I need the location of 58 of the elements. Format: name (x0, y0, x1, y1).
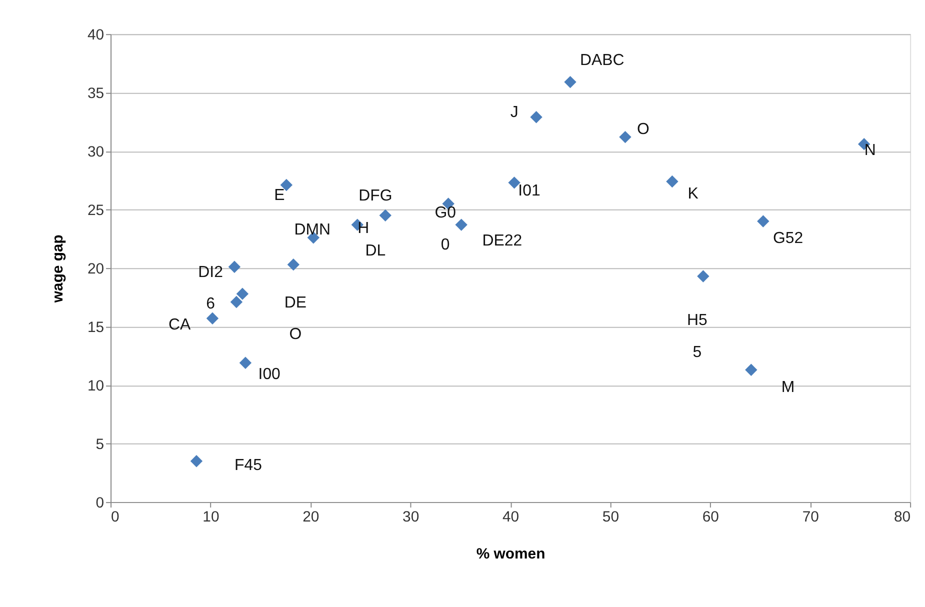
annotation: I00 (258, 366, 281, 383)
annotation: I01 (518, 182, 540, 200)
x-tick-label: 80 (894, 508, 911, 526)
y-tick-label: 20 (87, 260, 104, 278)
point (236, 288, 249, 300)
y-axis-title: wage gap (50, 234, 67, 304)
annotation: DE22 (482, 232, 522, 250)
y-tick-label: 15 (87, 319, 104, 336)
point (190, 455, 203, 468)
annotation: G52 (772, 230, 804, 248)
annotation: DFG (358, 187, 392, 204)
point (619, 130, 632, 144)
x-axis-title: % women (476, 545, 546, 562)
y-tick-label: 30 (87, 144, 104, 161)
point (745, 364, 758, 376)
point (666, 175, 678, 188)
y-tick-label: 5 (96, 436, 104, 454)
point (228, 260, 241, 274)
annotation: DMN (294, 222, 331, 239)
point (697, 270, 710, 282)
point (206, 312, 219, 324)
annotation: DL (365, 242, 386, 260)
x-tick-label: 60 (702, 508, 719, 526)
annotation: DI2 6 (198, 264, 224, 313)
point (239, 356, 252, 369)
annotation: O (636, 121, 650, 138)
y-tick-label: 35 (87, 85, 104, 102)
annotation: K (688, 185, 699, 202)
annotation: F45 (234, 457, 262, 474)
x-tick-label: 30 (402, 508, 420, 526)
point (564, 76, 576, 88)
y-tick-label: 40 (87, 26, 104, 44)
y-tick-label: 25 (87, 202, 104, 220)
point (508, 176, 520, 189)
annotation: M (781, 378, 795, 396)
annotation: G0 0 (434, 204, 456, 254)
annotation: DE O (284, 294, 306, 344)
x-tick-label: 20 (302, 508, 320, 526)
point (230, 296, 243, 308)
x-tick-label: 50 (602, 508, 620, 526)
point (379, 209, 392, 222)
annotation: N (864, 142, 876, 160)
annotation: E (274, 186, 285, 204)
point (757, 215, 770, 228)
annotation: DABC (580, 52, 624, 70)
point (530, 111, 542, 124)
y-tick-label: 0 (96, 494, 104, 512)
annotation: H (358, 220, 370, 237)
y-tick-label: 10 (87, 378, 104, 395)
x-tick-label: 70 (802, 508, 819, 526)
point (455, 218, 468, 231)
point (287, 258, 300, 271)
x-tick-label: 40 (502, 508, 520, 526)
annotation: H5 5 (687, 312, 708, 361)
x-tick-label: 10 (202, 508, 220, 526)
x-tick-label: 0 (111, 508, 120, 526)
annotation: J (510, 104, 518, 122)
annotation: CA (168, 316, 192, 334)
